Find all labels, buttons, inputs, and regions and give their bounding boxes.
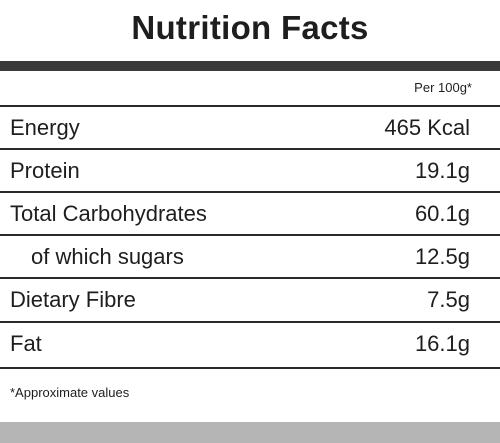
serving-basis-row: Per 100g* [0,71,500,105]
nutrient-name: Total Carbohydrates [10,201,207,226]
nutrient-value: 19.1g [414,158,470,183]
nutrient-name: Energy [10,115,80,140]
nutrient-row-total-carbohydrates: Total Carbohydrates 60.1g [0,193,500,234]
row-divider [0,148,500,150]
row-divider [0,191,500,193]
nutrient-name-indented: of which sugars [31,244,184,269]
nutrient-value: 7.5g [427,287,470,312]
serving-basis-label: Per 100g* [414,80,472,95]
nutrient-row-fat: Fat 16.1g [0,323,500,364]
nutrient-value: 465 Kcal [384,115,470,140]
row-divider [0,234,500,236]
nutrient-name: Protein [10,158,80,183]
nutrient-row-sugars: of which sugars 12.5g [0,236,500,277]
footnote: *Approximate values [10,385,130,400]
nutrient-value: 12.5g [414,244,470,269]
bottom-band [0,422,500,443]
nutrient-value: 16.1g [414,331,470,356]
row-divider [0,277,500,279]
nutrient-value: 60.1g [414,201,470,226]
row-divider [0,367,500,369]
nutrient-row-energy: Energy 465 Kcal [0,107,500,148]
nutrient-name: Fat [10,331,42,356]
label-title: Nutrition Facts [131,9,369,46]
title-divider-bar [0,61,500,71]
nutrient-row-protein: Protein 19.1g [0,150,500,191]
row-divider [0,105,500,107]
row-divider [0,321,500,323]
nutrient-row-dietary-fibre: Dietary Fibre 7.5g [0,279,500,320]
nutrient-name: Dietary Fibre [10,287,136,312]
